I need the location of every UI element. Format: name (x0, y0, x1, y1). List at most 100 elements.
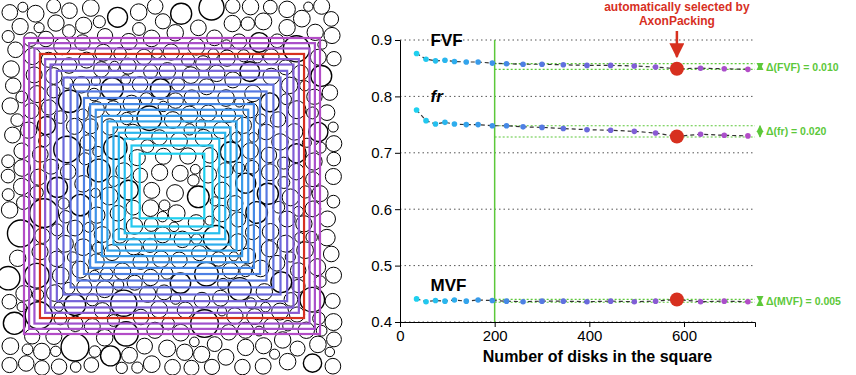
disk (196, 56, 211, 71)
disk (110, 61, 120, 71)
disk (133, 23, 146, 36)
square (96, 110, 248, 262)
disk (223, 263, 239, 279)
disk (70, 194, 91, 215)
square (113, 127, 230, 244)
series-label: FVF (431, 31, 463, 50)
disk (293, 65, 309, 81)
disk (34, 343, 51, 360)
square (90, 104, 254, 268)
disk (18, 2, 28, 12)
square (29, 43, 315, 329)
disk (208, 65, 224, 81)
disk (93, 16, 105, 28)
disk (328, 122, 338, 132)
disk (142, 200, 159, 217)
disk (187, 186, 209, 208)
disk (172, 324, 189, 341)
data-point (584, 299, 590, 305)
data-point (504, 298, 510, 304)
disk (1, 169, 15, 183)
y-tick: 0.7 (371, 144, 400, 161)
disk (167, 185, 184, 202)
y-tick-mark (395, 266, 400, 267)
disk (309, 259, 326, 276)
disk (327, 52, 341, 66)
disk (116, 362, 127, 373)
disk (221, 324, 237, 340)
y-tick-label: 0.5 (371, 257, 392, 274)
disk (125, 238, 142, 255)
data-point (463, 298, 469, 304)
data-point (423, 299, 429, 305)
disk (70, 362, 81, 373)
disk (305, 201, 321, 217)
disk (136, 49, 152, 65)
delta-label: Δ(FVF) = 0.010 (766, 61, 839, 73)
delta-arrow (759, 299, 760, 302)
y-tick: 0.5 (371, 257, 400, 274)
disk (130, 4, 147, 21)
square (125, 139, 220, 234)
disk (170, 133, 187, 150)
square (102, 116, 242, 256)
data-point (653, 298, 659, 304)
disk (42, 100, 57, 115)
disk (306, 172, 321, 187)
data-point (745, 67, 751, 73)
data-point (670, 129, 684, 143)
disk (188, 175, 199, 186)
delta-label: Δ(fr) = 0.020 (766, 125, 827, 137)
disk (171, 252, 187, 268)
disk (2, 338, 19, 355)
disk (121, 112, 133, 124)
disk (132, 362, 143, 373)
disk (327, 332, 342, 347)
disk (200, 166, 217, 183)
square (107, 121, 236, 250)
disk (256, 284, 272, 300)
disk (72, 261, 89, 278)
disk (190, 337, 200, 347)
disk (180, 148, 196, 164)
square (45, 59, 299, 313)
disk (155, 227, 171, 243)
series (414, 107, 751, 143)
x-tick: 0 (396, 322, 404, 344)
data-point (463, 122, 469, 128)
square (34, 48, 309, 323)
disk (121, 75, 131, 85)
disk (22, 344, 33, 355)
disk (270, 349, 280, 359)
disk (213, 205, 229, 221)
grid-line (400, 96, 755, 97)
disk (188, 38, 205, 55)
disk (325, 293, 340, 308)
disk (278, 60, 293, 75)
data-point (670, 62, 684, 76)
delta-line (495, 136, 755, 137)
disk (170, 273, 190, 293)
disk (2, 5, 18, 21)
disk (218, 349, 234, 365)
disk (237, 339, 253, 355)
disk (8, 42, 24, 58)
series-label: MVF (431, 276, 467, 295)
disk (260, 93, 279, 112)
disk (310, 49, 326, 65)
delta-line (495, 302, 755, 303)
square (57, 71, 287, 301)
data-point (670, 292, 684, 306)
disk (2, 189, 14, 201)
reference-line (494, 40, 496, 322)
plot-area (414, 40, 755, 322)
disk (47, 0, 61, 13)
disk (96, 329, 113, 346)
disk (247, 309, 263, 325)
disk (307, 107, 319, 119)
disk (5, 127, 21, 143)
disk (273, 201, 285, 213)
disk (2, 155, 15, 168)
data-point (608, 63, 614, 69)
data-point (584, 127, 590, 133)
